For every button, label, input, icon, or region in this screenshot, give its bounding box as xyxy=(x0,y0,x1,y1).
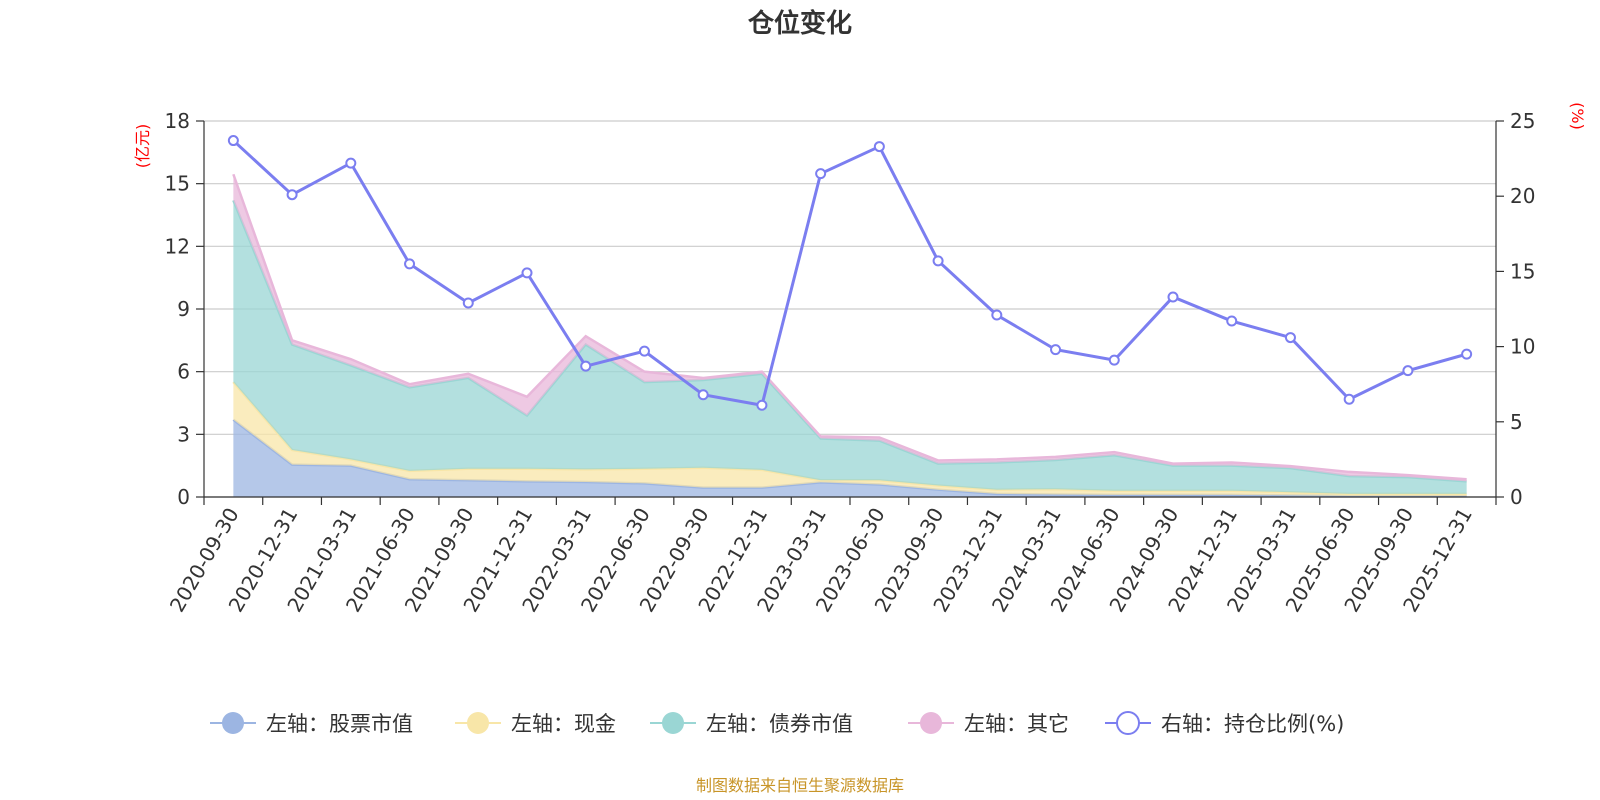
legend-marker xyxy=(222,712,244,734)
left-tick-label: 6 xyxy=(177,360,190,384)
legend-label: 右轴：持仓比例(%) xyxy=(1161,712,1344,736)
ratio-point[interactable] xyxy=(345,157,357,169)
right-tick-label: 20 xyxy=(1510,184,1535,208)
legend-item-2[interactable]: 左轴：债券市值 xyxy=(650,712,853,736)
legend-marker xyxy=(1116,711,1140,735)
legend-item-1[interactable]: 左轴：现金 xyxy=(455,712,616,736)
legend-label: 左轴：现金 xyxy=(511,712,616,736)
left-tick-label: 0 xyxy=(177,485,190,509)
legend-item-3[interactable]: 左轴：其它 xyxy=(908,712,1069,736)
stacked-areas xyxy=(232,173,1467,498)
data-source-note: 制图数据来自恒生聚源数据库 xyxy=(696,776,904,795)
ratio-point[interactable] xyxy=(756,399,768,411)
ratio-point[interactable] xyxy=(1108,354,1120,366)
right-tick-label: 25 xyxy=(1510,109,1535,133)
ratio-point[interactable] xyxy=(1402,365,1414,377)
legend-label: 左轴：其它 xyxy=(964,712,1069,736)
right-tick-label: 10 xyxy=(1510,335,1535,359)
ratio-point[interactable] xyxy=(286,189,298,201)
ratio-point[interactable] xyxy=(1343,393,1355,405)
legend-label: 左轴：债券市值 xyxy=(706,712,853,736)
ratio-point[interactable] xyxy=(1226,315,1238,327)
ratio-point[interactable] xyxy=(580,360,592,372)
left-tick-label: 15 xyxy=(165,172,190,196)
legend-item-4[interactable]: 右轴：持仓比例(%) xyxy=(1105,711,1344,736)
ratio-point[interactable] xyxy=(1461,348,1473,360)
ratio-point[interactable] xyxy=(1284,332,1296,344)
ratio-point[interactable] xyxy=(227,135,239,147)
ratio-point[interactable] xyxy=(815,168,827,180)
ratio-point[interactable] xyxy=(1167,291,1179,303)
left-tick-label: 12 xyxy=(165,234,190,258)
area-series-edge-1 xyxy=(232,381,1467,496)
legend-marker xyxy=(662,712,684,734)
ratio-point[interactable] xyxy=(932,255,944,267)
right-tick-label: 0 xyxy=(1510,485,1523,509)
area-series-2 xyxy=(233,200,1467,494)
right-tick-label: 5 xyxy=(1510,410,1523,434)
ratio-point[interactable] xyxy=(521,267,533,279)
left-tick-label: 18 xyxy=(165,109,190,133)
chart-title: 仓位变化 xyxy=(747,8,852,39)
right-axis-unit: (%) xyxy=(1568,102,1587,130)
ratio-point[interactable] xyxy=(462,297,474,309)
ratio-point[interactable] xyxy=(638,345,650,357)
legend-marker xyxy=(467,712,489,734)
legend-label: 左轴：股票市值 xyxy=(266,712,413,736)
legend-item-0[interactable]: 左轴：股票市值 xyxy=(210,712,413,736)
ratio-point[interactable] xyxy=(1050,344,1062,356)
right-tick-label: 15 xyxy=(1510,259,1535,283)
ratio-point[interactable] xyxy=(991,309,1003,321)
ratio-point[interactable] xyxy=(873,141,885,153)
ratio-point[interactable] xyxy=(404,258,416,270)
area-series-edge-3 xyxy=(232,173,1467,481)
ratio-point[interactable] xyxy=(697,389,709,401)
left-axis-unit: (亿元) xyxy=(133,124,152,169)
ratio-line-path xyxy=(232,139,1468,407)
left-tick-label: 3 xyxy=(177,422,190,446)
left-tick-label: 9 xyxy=(177,297,190,321)
legend[interactable]: 左轴：股票市值 左轴：现金 左轴：债券市值 左轴：其它 右轴：持仓比例(%) xyxy=(210,711,1344,736)
area-series-0 xyxy=(233,419,1467,497)
axes: 036912151805101520252020-09-302020-12-31… xyxy=(165,109,1536,616)
holding-ratio-line xyxy=(227,135,1473,411)
legend-marker xyxy=(920,712,942,734)
